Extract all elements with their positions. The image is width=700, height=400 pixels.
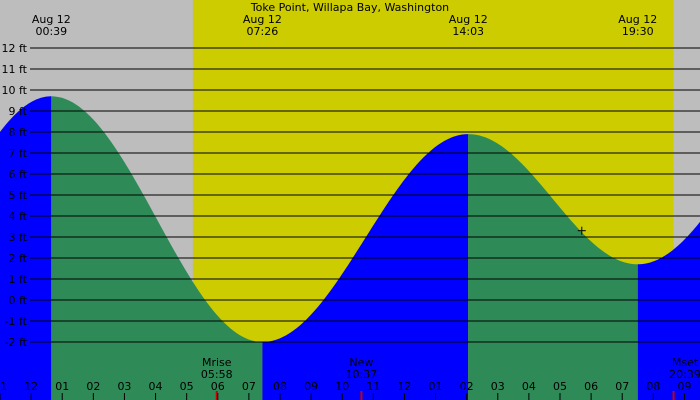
moon-event-label: New [349, 356, 373, 369]
falling-tide-area [51, 96, 263, 400]
y-tick-label: -2 ft [5, 336, 28, 349]
rising-tide-area [262, 134, 469, 400]
x-tick-label: 03 [117, 380, 131, 393]
x-tick-label: 04 [522, 380, 536, 393]
y-tick-label: 3 ft [9, 231, 28, 244]
extreme-time-label: 00:39 [35, 25, 67, 38]
y-tick-label: 1 ft [9, 273, 28, 286]
extreme-time-label: 14:03 [452, 25, 484, 38]
y-tick-label: 8 ft [9, 126, 28, 139]
extreme-date-label: Aug 12 [449, 13, 488, 26]
x-tick-label: 01 [55, 380, 69, 393]
x-tick-label: 07 [615, 380, 629, 393]
x-tick-label: 01 [429, 380, 443, 393]
x-tick-label: 06 [211, 380, 225, 393]
chart-title: Toke Point, Willapa Bay, Washington [250, 1, 449, 14]
extreme-date-label: Aug 12 [243, 13, 282, 26]
y-tick-label: 0 ft [9, 294, 28, 307]
extreme-time-label: 07:26 [247, 25, 279, 38]
y-tick-label: 7 ft [9, 147, 28, 160]
y-tick-label: 4 ft [9, 210, 28, 223]
gridline-layer [30, 47, 700, 343]
moon-event-time: 10:37 [346, 368, 378, 381]
y-tick-label: 9 ft [9, 105, 28, 118]
extreme-date-label: Aug 12 [32, 13, 71, 26]
x-tick-label: 11 [0, 380, 7, 393]
y-tick-labels: 12 ft 11 ft 10 ft 9 ft 8 ft 7 ft 6 ft 5 ft 4 ft 3… [2, 42, 28, 349]
y-tick-label: 2 ft [9, 252, 28, 265]
y-tick-label: -1 ft [5, 315, 28, 328]
y-tick-label: 10 ft [2, 84, 28, 97]
x-tick-label: 04 [149, 380, 163, 393]
x-tick-label: 12 [397, 380, 411, 393]
rising-tide-area [0, 96, 52, 400]
x-tick-label: 02 [86, 380, 100, 393]
x-tick-label: 02 [460, 380, 474, 393]
x-tick-labels: 11 12 01 02 03 04 05 06 07 08 09 10 11 12 01 02 03 04 05 06… [0, 380, 691, 400]
rising-tide-area [637, 221, 700, 400]
x-tick-label: 05 [180, 380, 194, 393]
y-tick-label: 5 ft [9, 189, 28, 202]
tide-area-layer [0, 96, 700, 400]
y-tick-label: 11 ft [2, 63, 28, 76]
moon-event-time: 20:39 [669, 368, 700, 381]
x-tick-label: 07 [242, 380, 256, 393]
current-level-layer [577, 226, 586, 235]
x-tick-label: 10 [335, 380, 349, 393]
x-tick-label: 09 [677, 380, 691, 393]
extreme-time-label: 19:30 [622, 25, 654, 38]
y-tick-label: 6 ft [9, 168, 28, 181]
moon-event-label: Mset [672, 356, 699, 369]
x-tick-label: 06 [584, 380, 598, 393]
x-tick-label: 08 [646, 380, 660, 393]
y-tick-label: 12 ft [2, 42, 28, 55]
moon-event-time: 05:58 [201, 368, 233, 381]
x-tick-label: 09 [304, 380, 318, 393]
moon-event-label: Mrise [202, 356, 232, 369]
x-tick-label: 03 [491, 380, 505, 393]
falling-tide-area [468, 134, 638, 400]
x-tick-label: 08 [273, 380, 287, 393]
x-tick-label: 05 [553, 380, 567, 393]
x-tick-label: 11 [366, 380, 380, 393]
x-tick-label: 12 [24, 380, 38, 393]
extreme-date-label: Aug 12 [618, 13, 657, 26]
